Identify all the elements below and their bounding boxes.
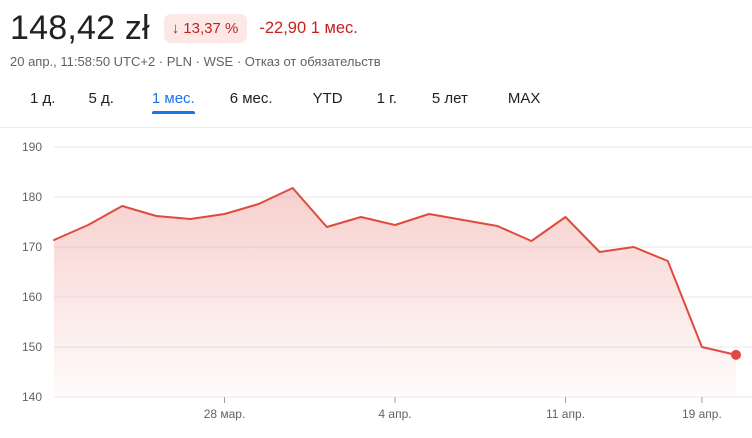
data-point — [86, 223, 90, 227]
tab-5[interactable]: 1 г. — [376, 90, 397, 107]
x-tick-label: 19 апр. — [682, 407, 722, 421]
change-percent-value: 13,37 % — [183, 19, 239, 37]
data-point — [461, 218, 465, 222]
data-point — [257, 202, 261, 206]
x-axis: 28 мар. 4 апр. 11 апр. 19 апр. — [204, 397, 722, 421]
data-point — [223, 212, 227, 216]
y-tick-label: 170 — [22, 240, 42, 254]
tab-0[interactable]: 1 д. — [30, 90, 56, 107]
data-point — [666, 259, 670, 263]
tab-7[interactable]: MAX — [507, 90, 541, 107]
tab-6[interactable]: 5 лет — [431, 90, 468, 107]
data-point — [120, 204, 124, 208]
range-tabs: 1 д. 5 д. 1 мес. 6 мес. YTD 1 г. 5 лет MAX — [30, 90, 540, 114]
data-point — [598, 250, 602, 254]
change-percent-badge: ↓ 13,37 % — [163, 13, 248, 43]
last-price-point — [731, 349, 741, 360]
y-tick-label: 150 — [22, 340, 42, 354]
arrow-down-icon: ↓ — [171, 19, 180, 37]
data-point — [564, 215, 568, 219]
data-point — [188, 217, 192, 221]
quote-meta: 20 апр., 11:58:50 UTC+2 · PLN · WSE · От… — [10, 54, 381, 69]
y-tick-label: 160 — [22, 290, 42, 304]
divider — [0, 127, 752, 128]
x-tick-label: 4 апр. — [378, 407, 411, 421]
x-tick-label: 28 мар. — [204, 407, 246, 421]
price-area — [54, 188, 736, 397]
data-point — [325, 225, 329, 229]
change-absolute: -22,90 1 мес. — [259, 18, 358, 37]
data-point — [529, 239, 533, 243]
price-header: 148,42 zł ↓ 13,37 % -22,90 1 мес. — [10, 6, 358, 50]
tab-4[interactable]: YTD — [312, 90, 343, 107]
data-point — [291, 186, 295, 190]
price-line — [53, 187, 737, 356]
data-point — [359, 215, 363, 219]
current-price: 148,42 zł — [10, 9, 150, 47]
tab-1[interactable]: 5 д. — [88, 90, 114, 107]
data-point — [393, 223, 397, 227]
tab-3[interactable]: 6 мес. — [229, 90, 273, 107]
y-tick-label: 180 — [22, 190, 42, 204]
tab-2[interactable]: 1 мес. — [151, 90, 195, 114]
data-point — [52, 238, 56, 242]
series — [52, 186, 741, 397]
y-tick-label: 140 — [22, 390, 42, 404]
x-tick-label: 11 апр. — [546, 407, 585, 421]
data-point — [427, 212, 431, 216]
data-point — [495, 224, 499, 228]
data-point — [632, 245, 636, 249]
data-point — [154, 214, 158, 218]
y-tick-label: 190 — [22, 140, 42, 154]
data-point — [700, 345, 704, 349]
